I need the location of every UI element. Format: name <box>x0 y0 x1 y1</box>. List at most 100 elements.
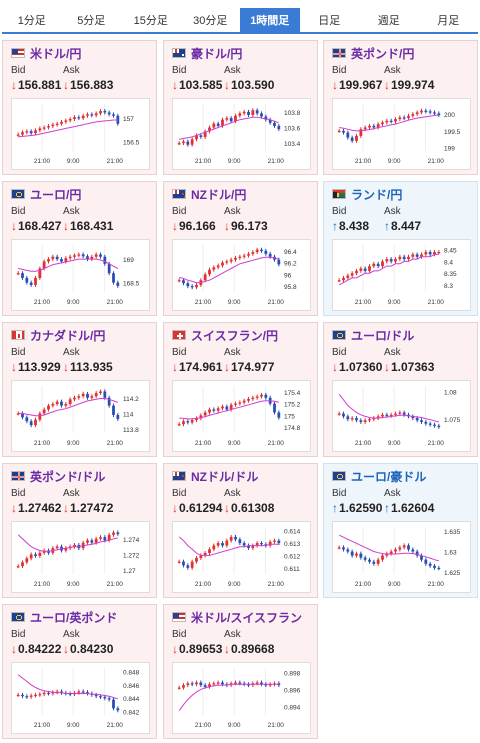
y-tick-label: 0.844 <box>123 696 140 703</box>
pair-name-link[interactable]: ユーロ/豪ドル <box>351 469 427 484</box>
x-tick-label: 21:00 <box>428 158 445 165</box>
currency-card[interactable]: 英ポンド/ドル Bid Ask ↓1.27462 ↓1.27472 1.274 1.272 1… <box>2 463 157 598</box>
ask-label: Ask <box>384 488 401 499</box>
currency-card[interactable]: ユーロ/ドル Bid Ask ↓1.07360 ↓1.07363 1.08 1.075 21:… <box>323 322 478 457</box>
mini-chart[interactable]: 169 168.5 21:00 9:00 21:00 <box>11 239 150 311</box>
mini-chart[interactable]: 96.4 96.2 96 95.8 21:00 9:00 21:00 <box>172 239 311 311</box>
tab-4[interactable]: 1時間足 <box>240 8 300 32</box>
tab-1[interactable]: 5分足 <box>77 15 106 27</box>
candle-body <box>381 414 384 417</box>
bid-value: ↑1.62590 <box>332 501 382 515</box>
candle-body <box>208 549 211 553</box>
mini-chart[interactable]: 1.08 1.075 21:00 9:00 21:00 <box>332 380 471 452</box>
y-tick-label: 96.4 <box>284 249 297 256</box>
pair-name-link[interactable]: ユーロ/英ポンド <box>30 610 118 625</box>
pair-name-link[interactable]: NZドル/円 <box>191 187 247 202</box>
tab-2[interactable]: 15分足 <box>133 15 168 27</box>
candle-body <box>107 397 111 406</box>
candle-body <box>203 552 207 556</box>
flag-icon <box>11 189 25 199</box>
x-tick-label: 21:00 <box>268 158 285 165</box>
mini-chart[interactable]: 0.848 0.846 0.844 0.842 21:00 9:00 21:00 <box>11 662 150 734</box>
pair-name-link[interactable]: NZドル/ドル <box>191 469 259 484</box>
pair-name-link[interactable]: 豪ドル/円 <box>191 46 243 61</box>
mini-chart[interactable]: 114.2 114 113.8 21:00 9:00 21:00 <box>11 380 150 452</box>
candle-body <box>234 536 237 540</box>
chart-svg: 157 156.5 21:00 9:00 21:00 <box>16 104 140 165</box>
card-title: ユーロ/英ポンド <box>11 610 118 625</box>
mini-chart[interactable]: 157 156.5 21:00 9:00 21:00 <box>11 98 150 170</box>
pair-name-link[interactable]: 米ドル/スイスフラン <box>191 610 302 625</box>
card-title: NZドル/ドル <box>172 469 259 484</box>
pair-name-link[interactable]: ユーロ/ドル <box>351 328 415 343</box>
y-tick-label: 174.8 <box>284 425 301 432</box>
mini-chart[interactable]: 0.614 0.613 0.612 0.611 21:00 9:00 21:00 <box>172 521 311 593</box>
pair-name-link[interactable]: スイスフラン/円 <box>191 328 278 343</box>
pair-name-link[interactable]: 英ポンド/ドル <box>30 469 106 484</box>
candle-body <box>47 692 50 695</box>
candle-body <box>376 416 380 419</box>
tab-7[interactable]: 月足 <box>437 15 460 27</box>
bid-label: Bid <box>172 206 187 217</box>
candle-body <box>190 139 194 145</box>
tab-5[interactable]: 日足 <box>318 15 341 27</box>
candle-body <box>55 123 59 125</box>
mini-chart[interactable]: 8.45 8.4 8.35 8.3 21:00 9:00 21:00 <box>332 239 471 311</box>
tab-3[interactable]: 30分足 <box>193 15 228 27</box>
pair-name-link[interactable]: 英ポンド/円 <box>351 46 415 61</box>
currency-card[interactable]: ランド/円 Bid Ask ↑8.438 ↑8.447 8.45 8.4 8.35 8.3 21:… <box>323 181 478 316</box>
currency-card[interactable]: 米ドル/円 Bid Ask ↓156.881 ↓156.883 157 156.5 21:00… <box>2 40 157 175</box>
candle-body <box>234 682 237 684</box>
candle-body <box>350 418 354 420</box>
currency-card[interactable]: 米ドル/スイスフラン Bid Ask ↓0.89653 ↓0.89668 0.898 0.8… <box>163 604 318 739</box>
tab-0[interactable]: 1分足 <box>17 15 46 27</box>
candle-body <box>359 268 363 271</box>
currency-card[interactable]: NZドル/円 Bid Ask ↓96.166 ↓96.173 96.4 96.2 96 95.8… <box>163 181 318 316</box>
currency-card[interactable]: ユーロ/英ポンド Bid Ask ↓0.84222 ↓0.84230 0.848 0.846… <box>2 604 157 739</box>
candle-body <box>260 113 263 117</box>
x-tick-label: 21:00 <box>268 722 285 729</box>
arrow-down-icon: ↓ <box>172 501 178 515</box>
pair-name-link[interactable]: 米ドル/円 <box>30 46 82 61</box>
mini-chart[interactable]: 1.635 1.63 1.625 21:00 9:00 21:00 <box>332 521 471 593</box>
candle-body <box>190 286 194 288</box>
candle-body <box>177 561 181 563</box>
candle-body <box>381 261 384 267</box>
candle-body <box>112 699 115 709</box>
currency-card[interactable]: NZドル/ドル Bid Ask ↓0.61294 ↓0.61308 0.614 0.613 0… <box>163 463 318 598</box>
tab-6[interactable]: 週足 <box>377 15 400 27</box>
x-tick-label: 21:00 <box>268 581 285 588</box>
flag-icon <box>172 189 186 199</box>
candle-body <box>68 119 72 121</box>
chart-svg: 0.848 0.846 0.844 0.842 21:00 9:00 21:00 <box>16 668 140 729</box>
pair-name-link[interactable]: カナダドル/円 <box>30 328 106 343</box>
currency-card[interactable]: ユーロ/円 Bid Ask ↓168.427 ↓168.431 169 168.5 21:00… <box>2 181 157 316</box>
candle-body <box>90 396 94 398</box>
candle-body <box>398 547 402 550</box>
mini-chart[interactable]: 175.4 175.2 175 174.8 21:00 9:00 21:00 <box>172 380 311 452</box>
moving-average-line <box>18 398 118 417</box>
pair-name-link[interactable]: ランド/円 <box>351 187 403 202</box>
candle-body <box>112 405 115 415</box>
pair-name-link[interactable]: ユーロ/円 <box>30 187 82 202</box>
currency-card[interactable]: カナダドル/円 Bid Ask ↓113.929 ↓113.935 114.2 114 113… <box>2 322 157 457</box>
currency-card[interactable]: スイスフラン/円 Bid Ask ↓174.961 ↓174.977 175.4 175.2… <box>163 322 318 457</box>
candle-body <box>42 127 46 129</box>
currency-card[interactable]: 豪ドル/円 Bid Ask ↓103.585 ↓103.590 103.8 103.6 103… <box>163 40 318 175</box>
bid-value: ↓103.585 <box>172 78 222 92</box>
currency-card[interactable]: 英ポンド/円 Bid Ask ↓199.967 ↓199.974 200 199.5 199 2… <box>323 40 478 175</box>
candle-body <box>34 130 37 134</box>
candle-body <box>182 561 185 566</box>
mini-chart[interactable]: 103.8 103.6 103.4 21:00 9:00 21:00 <box>172 98 311 170</box>
x-tick-label: 21:00 <box>195 581 212 588</box>
x-tick-label: 21:00 <box>268 299 285 306</box>
bid-number: 1.62590 <box>339 501 383 515</box>
mini-chart[interactable]: 0.898 0.896 0.894 21:00 9:00 21:00 <box>172 662 311 734</box>
y-tick-label: 0.613 <box>284 541 301 548</box>
currency-card[interactable]: ユーロ/豪ドル Bid Ask ↑1.62590 ↑1.62604 1.635 1.63 1.… <box>323 463 478 598</box>
candle-body <box>90 114 94 116</box>
mini-chart[interactable]: 1.274 1.272 1.27 21:00 9:00 21:00 <box>11 521 150 593</box>
candle-body <box>238 256 242 258</box>
candle-body <box>268 541 272 546</box>
mini-chart[interactable]: 200 199.5 199 21:00 9:00 21:00 <box>332 98 471 170</box>
